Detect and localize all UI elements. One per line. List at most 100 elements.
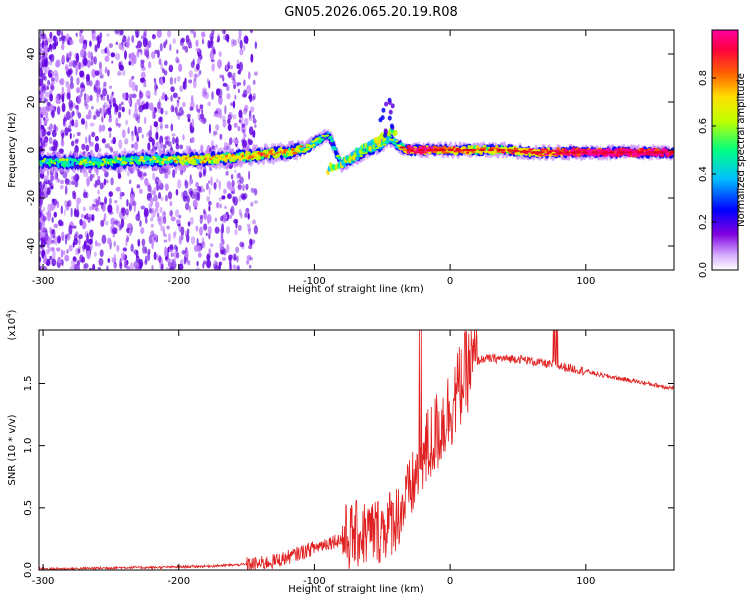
noise-blob <box>250 201 254 207</box>
noise-blob <box>252 219 256 225</box>
noise-blob <box>67 125 72 129</box>
noise-blob <box>149 124 152 131</box>
noise-blob <box>115 105 119 113</box>
noise-blob <box>247 71 251 80</box>
noise-blob <box>237 184 242 191</box>
trace-blob <box>313 140 317 143</box>
noise-blob <box>64 200 68 207</box>
noise-blob <box>120 252 126 261</box>
noise-blob <box>70 259 76 267</box>
noise-blob <box>82 151 86 155</box>
noise-blob <box>108 43 114 49</box>
trace-blob <box>326 131 331 134</box>
noise-blob <box>99 182 104 190</box>
noise-blob <box>187 117 191 123</box>
noise-blob <box>50 247 55 252</box>
trace-peak <box>608 151 615 154</box>
noise-blob <box>69 132 72 140</box>
noise-blob <box>175 56 179 64</box>
trace-blob <box>392 142 397 145</box>
noise-blob <box>219 74 223 79</box>
noise-blob <box>98 61 102 69</box>
y-tick-label: 1.5 <box>23 376 34 392</box>
noise-blob <box>213 130 218 136</box>
noise-blob <box>248 245 253 250</box>
noise-blob <box>221 256 227 262</box>
trace-blob <box>359 155 363 158</box>
trace-blob <box>447 146 452 149</box>
noise-blob <box>72 133 76 138</box>
noise-blob <box>76 96 81 105</box>
noise-blob <box>124 264 128 269</box>
noise-blob <box>164 124 169 129</box>
noise-blob <box>197 245 202 253</box>
noise-blob <box>190 95 194 103</box>
noise-blob <box>85 213 89 221</box>
noise-blob <box>236 82 240 87</box>
noise-blob <box>216 178 219 184</box>
noise-blob <box>83 263 89 269</box>
noise-blob <box>159 122 164 129</box>
colorbar-label: Normalized spectral amplitude <box>736 73 747 227</box>
noise-blob <box>107 69 110 77</box>
noise-blob <box>252 93 256 100</box>
noise-blob <box>60 139 65 147</box>
noise-blob <box>148 136 153 143</box>
noise-blob <box>185 257 189 264</box>
noise-blob <box>101 138 106 144</box>
trace-blob <box>184 159 188 163</box>
noise-blob <box>118 64 124 71</box>
noise-blob <box>82 263 87 270</box>
x-tick-label: 100 <box>576 276 595 287</box>
noise-blob <box>104 197 108 204</box>
trace-blob <box>487 151 492 154</box>
noise-blob <box>85 238 88 243</box>
trace-blob <box>337 156 342 159</box>
noise-blob <box>246 223 251 228</box>
noise-blob <box>154 201 160 209</box>
noise-blob <box>122 92 125 99</box>
trace-blob <box>407 151 411 154</box>
noise-blob <box>237 125 241 132</box>
noise-blob <box>210 176 213 186</box>
noise-blob <box>167 191 173 200</box>
noise-blob <box>93 86 97 91</box>
noise-blob <box>163 247 168 257</box>
noise-blob <box>100 93 103 101</box>
trace-blob <box>452 146 456 149</box>
noise-blob <box>254 41 258 49</box>
noise-blob <box>151 34 156 40</box>
noise-blob <box>249 256 254 261</box>
noise-blob <box>247 137 250 143</box>
noise-blob <box>238 61 244 72</box>
trace-blob <box>192 160 196 164</box>
trace-blob <box>568 153 572 156</box>
noise-blob <box>243 133 247 138</box>
trace-peak <box>455 148 462 152</box>
noise-blob <box>99 249 104 257</box>
noise-blob <box>220 238 225 247</box>
noise-blob <box>122 35 127 43</box>
noise-blob <box>115 117 119 127</box>
noise-blob <box>65 80 70 88</box>
noise-blob <box>136 31 139 38</box>
noise-blob <box>243 44 246 52</box>
noise-blob <box>207 101 211 107</box>
noise-blob <box>251 95 256 101</box>
noise-blob <box>81 256 85 264</box>
noise-blob <box>91 30 96 34</box>
noise-blob <box>238 119 242 123</box>
noise-blob <box>136 50 140 58</box>
trace-blob <box>544 153 550 156</box>
noise-blob <box>202 87 206 95</box>
noise-blob <box>143 48 147 56</box>
noise-blob <box>174 138 178 144</box>
noise-blob <box>170 86 175 93</box>
trace-blob <box>258 151 262 155</box>
noise-blob <box>233 253 237 261</box>
trace-blob <box>127 158 131 162</box>
noise-blob <box>164 172 169 179</box>
noise-blob <box>134 30 139 35</box>
trace-peak <box>669 151 674 154</box>
noise-blob <box>167 169 171 175</box>
